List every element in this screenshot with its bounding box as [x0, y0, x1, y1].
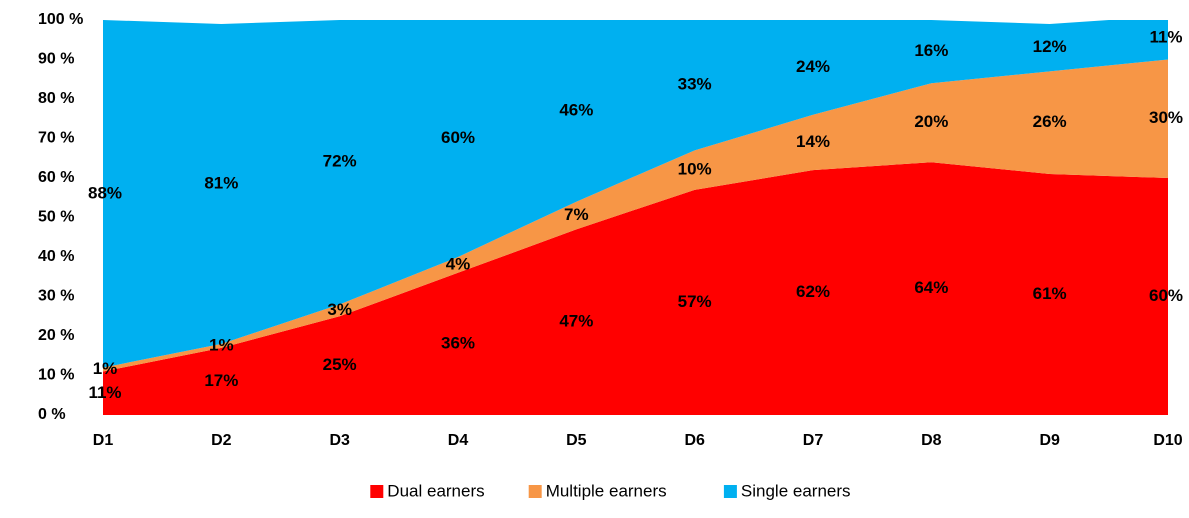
data-label: 3%: [327, 300, 352, 319]
x-tick-label: D3: [329, 432, 350, 449]
x-tick-label: D10: [1153, 432, 1182, 449]
data-label: 16%: [914, 41, 948, 60]
y-tick-label: 70 %: [38, 130, 74, 147]
data-label: 7%: [564, 205, 589, 224]
area: [103, 162, 1168, 415]
x-tick-label: D1: [93, 432, 114, 449]
data-label: 26%: [1033, 112, 1067, 131]
y-tick-label: 30 %: [38, 288, 74, 305]
data-label: 33%: [678, 75, 712, 94]
area: [103, 59, 1168, 372]
data-label: 11%: [88, 383, 121, 402]
data-label: 46%: [559, 100, 593, 119]
data-label: 24%: [796, 57, 830, 76]
y-tick-label: 60 %: [38, 169, 74, 186]
data-label: 88%: [88, 183, 122, 202]
legend-label: Multiple earners: [546, 481, 667, 500]
data-label: 81%: [204, 173, 238, 192]
y-tick-label: 90 %: [38, 51, 74, 68]
data-label: 60%: [1149, 286, 1183, 305]
x-tick-label: D6: [684, 432, 705, 449]
x-tick-label: D9: [1039, 432, 1060, 449]
data-label: 17%: [204, 371, 238, 390]
legend-swatch: [528, 485, 542, 498]
x-tick-label: D7: [803, 432, 824, 449]
x-tick-label: D4: [448, 432, 469, 449]
data-label: 1%: [93, 359, 118, 378]
x-tick-label: D2: [211, 432, 232, 449]
data-label: 14%: [796, 132, 830, 151]
data-label: 20%: [914, 112, 948, 131]
data-label: 60%: [441, 128, 475, 147]
data-label: 10%: [678, 160, 712, 179]
legend-swatch: [723, 485, 737, 498]
data-label: 4%: [446, 254, 471, 273]
legend-label: Dual earners: [387, 481, 484, 500]
data-label: 62%: [796, 282, 830, 301]
data-label: 64%: [914, 278, 948, 297]
x-tick-label: D5: [566, 432, 587, 449]
data-label: 72%: [323, 152, 357, 171]
y-tick-label: 100 %: [38, 11, 83, 28]
y-tick-label: 0 %: [38, 406, 66, 423]
x-tick-label: D8: [921, 432, 942, 449]
plot-area: [103, 20, 1168, 415]
y-tick-label: 40 %: [38, 248, 74, 265]
data-label: 12%: [1033, 37, 1067, 56]
data-label: 25%: [323, 355, 357, 374]
legend-label: Single earners: [741, 481, 851, 500]
data-label: 61%: [1033, 284, 1067, 303]
y-tick-label: 20 %: [38, 327, 74, 344]
area: [103, 20, 1168, 368]
y-tick-label: 80 %: [38, 90, 74, 107]
y-tick-label: 50 %: [38, 209, 74, 226]
data-label: 1%: [209, 335, 234, 354]
data-label: 30%: [1149, 108, 1183, 127]
data-label: 36%: [441, 333, 475, 352]
y-tick-label: 10 %: [38, 367, 74, 384]
data-label: 47%: [559, 312, 593, 331]
legend-swatch: [370, 485, 384, 498]
data-label: 11%: [1149, 27, 1182, 46]
data-label: 57%: [678, 292, 712, 311]
